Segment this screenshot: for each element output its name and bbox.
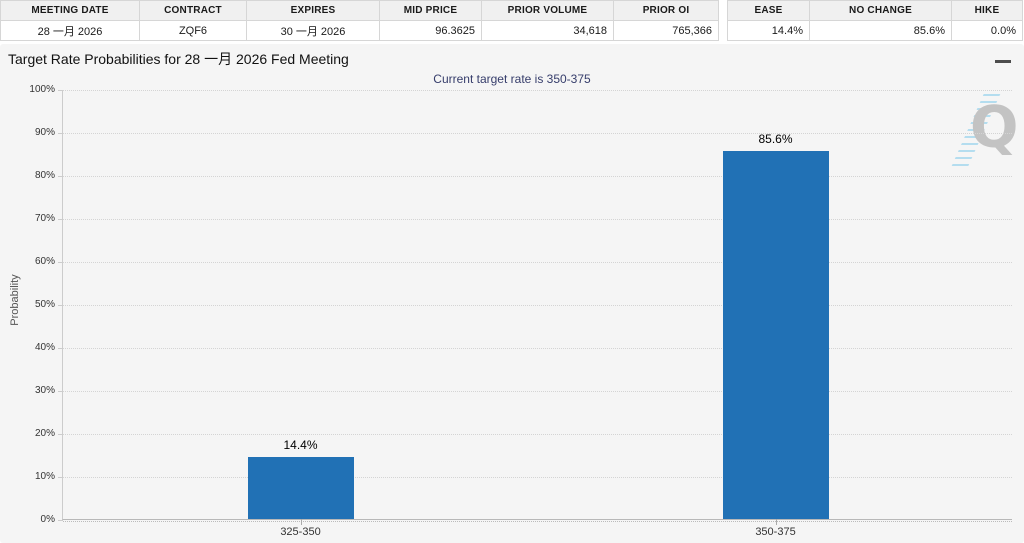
cell-ease: 14.4% — [727, 20, 810, 41]
y-axis-tick-label: 80% — [34, 170, 55, 181]
y-axis-tick-label: 40% — [34, 342, 55, 353]
y-axis-tick — [58, 348, 63, 349]
gridline — [63, 305, 1012, 306]
hamburger-icon — [995, 60, 1011, 63]
y-axis-tick-label: 50% — [34, 299, 55, 310]
col-header-mid-price: MID PRICE — [379, 0, 482, 21]
x-axis-category-tick — [775, 519, 777, 525]
y-axis-tick — [58, 176, 63, 177]
gridline — [63, 391, 1012, 392]
cell-no-change: 85.6% — [809, 20, 952, 41]
y-axis-tick — [58, 520, 63, 521]
table-header-row: MEETING DATE CONTRACT EXPIRES MID PRICE PRIO… — [0, 0, 719, 21]
y-axis-tick-label: 20% — [34, 428, 55, 439]
y-axis-tick-label: 60% — [34, 256, 55, 267]
y-axis-tick — [58, 434, 63, 435]
x-axis-minor-ticks — [63, 521, 1012, 522]
gridline — [63, 90, 1012, 91]
y-axis-tick — [58, 477, 63, 478]
futures-contract-table: MEETING DATE CONTRACT EXPIRES MID PRICE PRIO… — [0, 0, 719, 41]
y-axis-tick-label: 30% — [34, 385, 55, 396]
cell-hike: 0.0% — [951, 20, 1023, 41]
chart-title: Target Rate Probabilities for 28 一月 2026… — [8, 51, 349, 67]
table-value-row: 14.4% 85.6% 0.0% — [727, 20, 1023, 41]
gridline — [63, 348, 1012, 349]
cell-prior-oi: 765,366 — [613, 20, 719, 41]
gridline — [63, 477, 1012, 478]
cell-expires: 30 一月 2026 — [246, 20, 380, 41]
cell-contract: ZQF6 — [139, 20, 247, 41]
y-axis-tick-label: 0% — [40, 514, 55, 525]
table-header-row: EASE NO CHANGE HIKE — [727, 0, 1023, 21]
cell-prior-volume: 34,618 — [481, 20, 614, 41]
y-axis-tick-label: 100% — [29, 84, 55, 95]
y-axis-tick — [58, 262, 63, 263]
gridline — [63, 219, 1012, 220]
col-header-meeting-date: MEETING DATE — [0, 0, 140, 21]
quikstrike-watermark-logo: Q — [970, 95, 1019, 161]
y-axis-tick — [58, 90, 63, 91]
col-header-prior-volume: PRIOR VOLUME — [481, 0, 614, 21]
gridline — [63, 434, 1012, 435]
col-header-hike: HIKE — [951, 0, 1023, 21]
col-header-no-change: NO CHANGE — [809, 0, 952, 21]
table-value-row: 28 一月 2026 ZQF6 30 一月 2026 96.3625 34,618 765… — [0, 20, 719, 41]
y-axis-tick-label: 90% — [34, 127, 55, 138]
rate-move-probability-table: EASE NO CHANGE HIKE 14.4% 85.6% 0.0% — [727, 0, 1023, 41]
col-header-contract: CONTRACT — [139, 0, 247, 21]
chart-context-menu-icon[interactable] — [995, 52, 1011, 65]
cell-meeting-date: 28 一月 2026 — [0, 20, 140, 41]
col-header-expires: EXPIRES — [246, 0, 380, 21]
y-axis-tick — [58, 219, 63, 220]
col-header-ease: EASE — [727, 0, 810, 21]
gridline — [63, 262, 1012, 263]
fedwatch-chart-panel: Target Rate Probabilities for 28 一月 2026… — [0, 44, 1024, 543]
probability-bar[interactable] — [722, 150, 829, 519]
gridline — [63, 133, 1012, 134]
y-axis-tick-label: 10% — [34, 471, 55, 482]
gridline — [63, 176, 1012, 177]
y-axis-tick — [58, 133, 63, 134]
probability-bar[interactable] — [247, 457, 354, 519]
bar-chart-plot-area: Probability 0% 10% 20% 30% 40% 50% 60% 70% 80% 90… — [9, 84, 1012, 538]
y-axis-tick — [58, 305, 63, 306]
y-axis-tick-label: 70% — [34, 213, 55, 224]
x-axis-category-tick — [300, 519, 302, 525]
x-axis-category-label: 350-375 — [755, 526, 796, 538]
x-axis-category-label: 325-350 — [280, 526, 321, 538]
cell-mid-price: 96.3625 — [379, 20, 482, 41]
bar-value-label: 14.4% — [283, 438, 318, 453]
col-header-prior-oi: PRIOR OI — [613, 0, 719, 21]
bar-value-label: 85.6% — [758, 131, 793, 146]
chart-subtitle: Current target rate is 350-375 — [433, 72, 591, 86]
summary-tables: MEETING DATE CONTRACT EXPIRES MID PRICE PRIO… — [0, 0, 1024, 41]
y-axis-tick — [58, 391, 63, 392]
